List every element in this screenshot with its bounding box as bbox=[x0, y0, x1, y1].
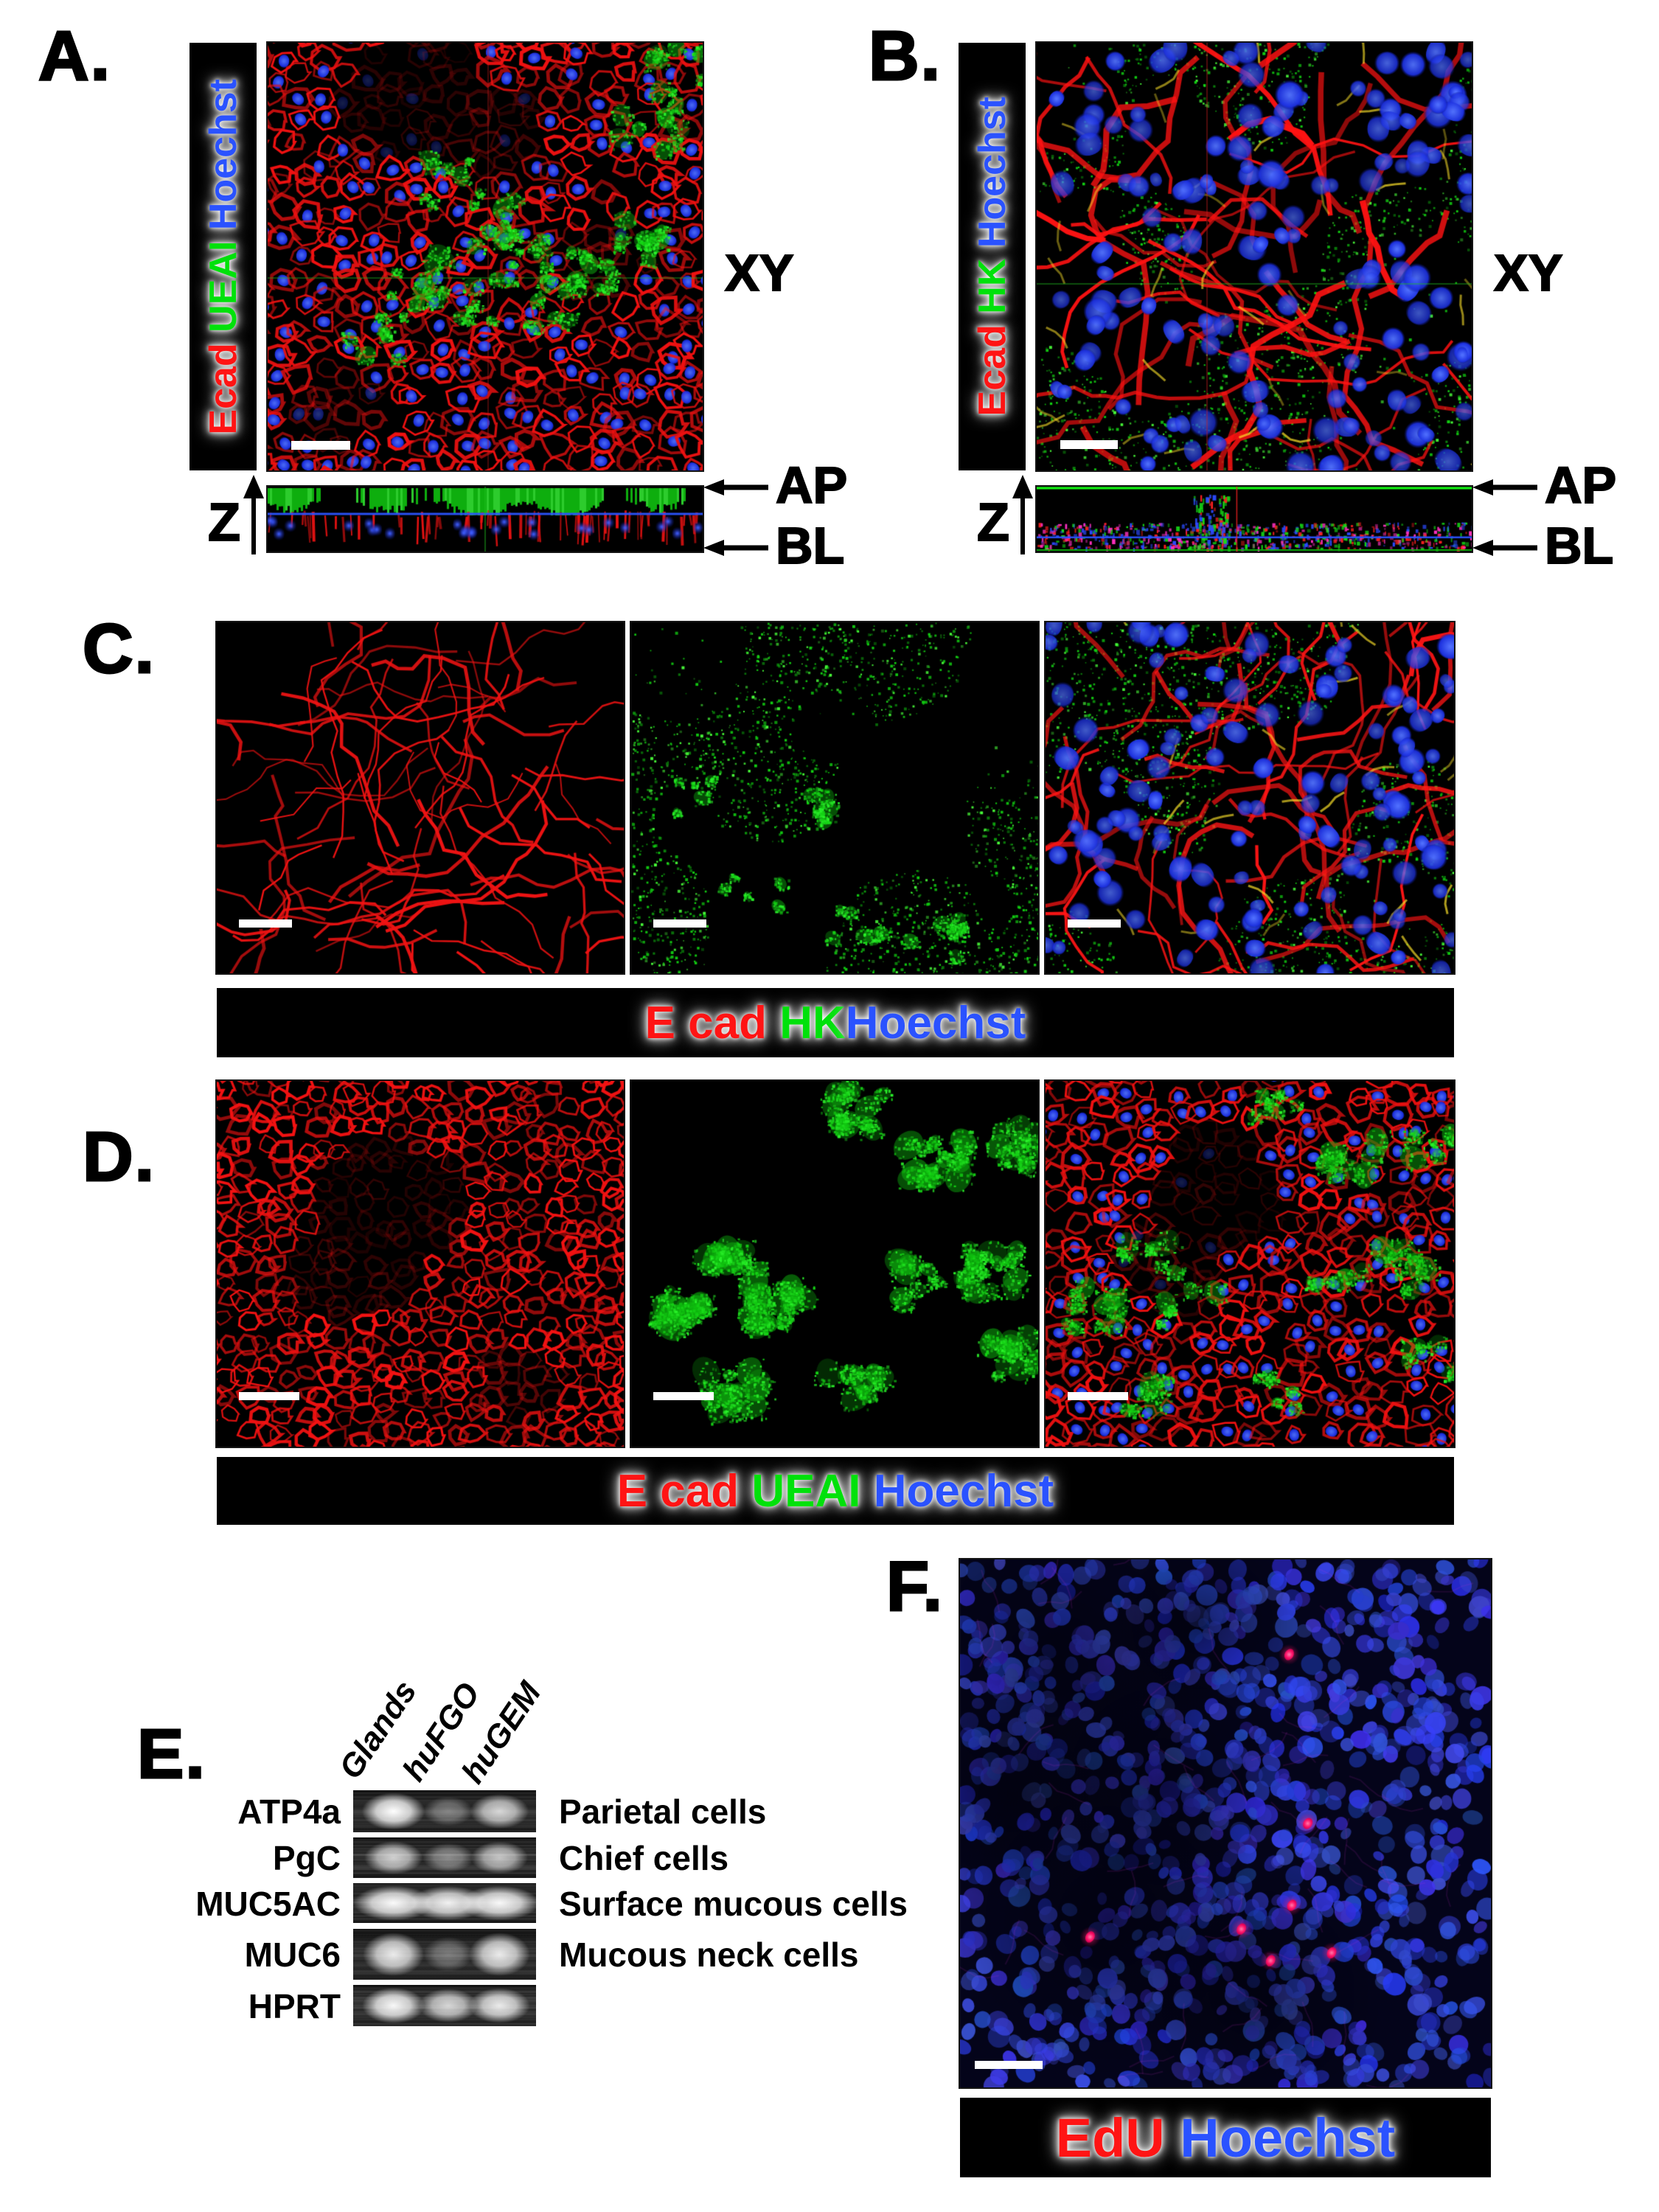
micrograph-d-merge bbox=[1044, 1079, 1455, 1448]
panel-c-letter: C. bbox=[82, 609, 156, 689]
caption-ueai: UEAI bbox=[751, 1465, 874, 1517]
micrograph-d-red bbox=[215, 1079, 625, 1448]
micrograph-f-edu bbox=[959, 1558, 1492, 2089]
panel-b-xy-label: XY bbox=[1493, 243, 1563, 302]
apical-arrow-b bbox=[1472, 479, 1537, 495]
gene-label-muc6: MUC6 bbox=[244, 1935, 341, 1974]
panel-b-z-label: Z bbox=[976, 493, 1010, 553]
micrograph-c-green bbox=[630, 621, 1040, 975]
gene-label-muc5ac: MUC5AC bbox=[195, 1885, 341, 1923]
gene-label-pgc: PgC bbox=[273, 1839, 341, 1877]
scalebar-c3 bbox=[1068, 919, 1121, 928]
marker-hk: HK bbox=[970, 248, 1014, 314]
panel-c-caption-bar: E cad HKHoechst bbox=[217, 988, 1454, 1057]
micrograph-c-merge bbox=[1044, 621, 1455, 975]
panel-b-ap-label: AP bbox=[1544, 456, 1617, 515]
apical-arrow-a bbox=[703, 479, 768, 495]
panel-e-letter: E. bbox=[136, 1714, 206, 1795]
caption-hoechst: Hoechst bbox=[873, 1465, 1054, 1517]
micrograph-a-canvas bbox=[268, 43, 703, 470]
panel-a-marker-labels: Ecad UEAI Hoechst bbox=[201, 79, 246, 435]
gel-strip-hprt bbox=[353, 1985, 536, 2026]
gel-strip-atp4a-canvas bbox=[353, 1790, 536, 1832]
gel-strip-hprt-canvas bbox=[353, 1985, 536, 2026]
micrograph-c-red bbox=[215, 621, 625, 975]
micrograph-d-green-canvas bbox=[631, 1081, 1038, 1447]
panel-d-caption: E cad UEAI Hoechst bbox=[617, 1465, 1054, 1517]
micrograph-c-red-canvas bbox=[217, 622, 624, 973]
micrograph-c-merge-canvas bbox=[1046, 622, 1454, 973]
scalebar-a bbox=[291, 441, 350, 450]
scalebar-c1 bbox=[239, 919, 292, 928]
micrograph-a-xy bbox=[266, 41, 704, 472]
panel-a-letter: A. bbox=[38, 16, 111, 97]
panel-b-bl-label: BL bbox=[1544, 516, 1614, 575]
panel-a-marker-bar: Ecad UEAI Hoechst bbox=[189, 43, 257, 470]
gel-strip-muc5ac-canvas bbox=[353, 1883, 536, 1923]
z-section-b bbox=[1035, 485, 1473, 553]
caption-ecad: E cad bbox=[616, 1465, 752, 1517]
cell-type-mucous-neck: Mucous neck cells bbox=[559, 1935, 859, 1974]
micrograph-b-xy bbox=[1035, 41, 1473, 472]
cell-type-surface-mucous: Surface mucous cells bbox=[559, 1885, 908, 1923]
panel-a-bl-label: BL bbox=[775, 516, 845, 575]
micrograph-c-green-canvas bbox=[631, 622, 1038, 973]
scalebar-c2 bbox=[653, 919, 706, 928]
panel-f-caption: EdU Hoechst bbox=[1056, 2107, 1396, 2169]
micrograph-d-green bbox=[630, 1079, 1040, 1448]
panel-f-caption-bar: EdU Hoechst bbox=[960, 2098, 1491, 2177]
micrograph-f-canvas bbox=[960, 1559, 1491, 2087]
marker-ecad: Ecad bbox=[970, 313, 1014, 417]
panel-b-marker-labels: Ecad HK Hoechst bbox=[970, 97, 1015, 416]
cell-type-parietal: Parietal cells bbox=[559, 1792, 767, 1831]
gene-label-atp4a: ATP4a bbox=[237, 1792, 341, 1831]
marker-hoechst: Hoechst bbox=[201, 78, 245, 230]
panel-d-caption-bar: E cad UEAI Hoechst bbox=[217, 1457, 1454, 1525]
panel-a-z-label: Z bbox=[207, 493, 241, 553]
scalebar-f bbox=[975, 2061, 1043, 2069]
caption-ecad: E cad bbox=[644, 997, 780, 1048]
caption-hk: HK bbox=[779, 997, 846, 1048]
micrograph-d-merge-canvas bbox=[1046, 1081, 1454, 1447]
gel-strip-pgc-canvas bbox=[353, 1837, 536, 1878]
panel-f-letter: F. bbox=[886, 1547, 944, 1627]
micrograph-b-canvas bbox=[1037, 43, 1472, 470]
marker-ecad: Ecad bbox=[201, 332, 245, 435]
gel-strip-muc5ac bbox=[353, 1883, 536, 1923]
panel-a-ap-label: AP bbox=[775, 456, 848, 515]
gel-strip-muc6 bbox=[353, 1929, 536, 1980]
scalebar-d2 bbox=[653, 1392, 714, 1400]
scalebar-d1 bbox=[239, 1392, 299, 1400]
scalebar-b bbox=[1060, 440, 1118, 449]
scalebar-d3 bbox=[1068, 1392, 1128, 1400]
z-section-a-canvas bbox=[268, 487, 703, 552]
panel-a-xy-label: XY bbox=[724, 243, 794, 302]
z-section-b-canvas bbox=[1037, 487, 1472, 552]
gel-strip-atp4a bbox=[353, 1790, 536, 1832]
gel-strip-pgc bbox=[353, 1837, 536, 1878]
panel-b-marker-bar: Ecad HK Hoechst bbox=[959, 43, 1026, 470]
panel-b-letter: B. bbox=[868, 16, 942, 97]
panel-c-caption: E cad HKHoechst bbox=[645, 997, 1026, 1049]
caption-hoechst: Hoechst bbox=[845, 997, 1026, 1048]
gene-label-hprt: HPRT bbox=[248, 1987, 341, 2025]
z-axis-up-arrow-a bbox=[243, 475, 264, 554]
marker-ueai: UEAI bbox=[201, 229, 245, 333]
caption-hoechst: Hoechst bbox=[1180, 2107, 1396, 2168]
micrograph-d-red-canvas bbox=[217, 1081, 624, 1447]
caption-edu: EdU bbox=[1055, 2107, 1180, 2168]
z-axis-up-arrow-b bbox=[1012, 475, 1033, 554]
z-section-a bbox=[266, 485, 704, 553]
panel-d-letter: D. bbox=[82, 1117, 156, 1197]
cell-type-chief: Chief cells bbox=[559, 1839, 729, 1877]
gel-strip-muc6-canvas bbox=[353, 1929, 536, 1980]
marker-hoechst: Hoechst bbox=[970, 97, 1014, 248]
basolateral-arrow-a bbox=[703, 540, 768, 556]
basolateral-arrow-b bbox=[1472, 540, 1537, 556]
